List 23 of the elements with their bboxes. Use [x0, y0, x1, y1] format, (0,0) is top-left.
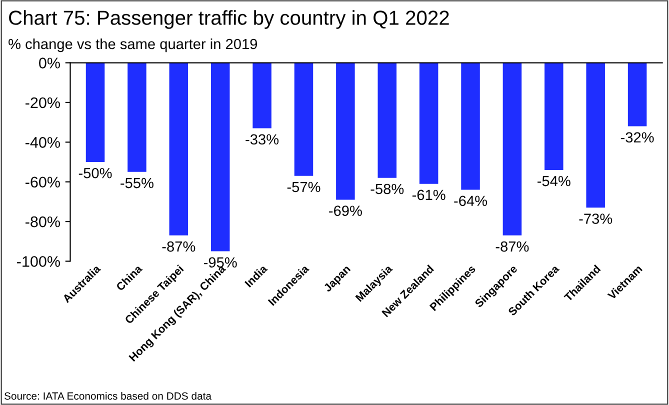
data-label: -33% — [246, 134, 279, 145]
data-label: -87% — [162, 241, 196, 252]
data-label: -50% — [78, 168, 112, 178]
y-tick-label: -40% — [26, 137, 60, 148]
y-tick-label: -100% — [17, 256, 60, 267]
y-tick-label: -60% — [26, 176, 60, 188]
data-label: -32% — [620, 132, 654, 143]
y-tick-label: -20% — [26, 97, 60, 108]
data-label: -69% — [329, 206, 362, 216]
data-label: -73% — [579, 214, 612, 224]
data-label: -64% — [454, 196, 488, 206]
data-label: -55% — [120, 178, 154, 188]
data-label: -87% — [496, 241, 529, 252]
y-tick-label: 0% — [39, 58, 60, 68]
chart-title: Chart 75: Passenger traffic by country in Q1 2022 — [9, 10, 449, 29]
chart-subtitle: % change vs the same quarter in 2019 — [8, 38, 258, 52]
data-label: -54% — [538, 176, 570, 186]
data-label: -95% — [204, 257, 237, 268]
data-label: -58% — [370, 184, 404, 194]
data-label: -61% — [412, 190, 446, 200]
y-tick-label: -80% — [26, 216, 60, 228]
data-label: -57% — [287, 182, 320, 192]
source-note: Source: IATA Economics based on DDS data — [4, 392, 212, 400]
